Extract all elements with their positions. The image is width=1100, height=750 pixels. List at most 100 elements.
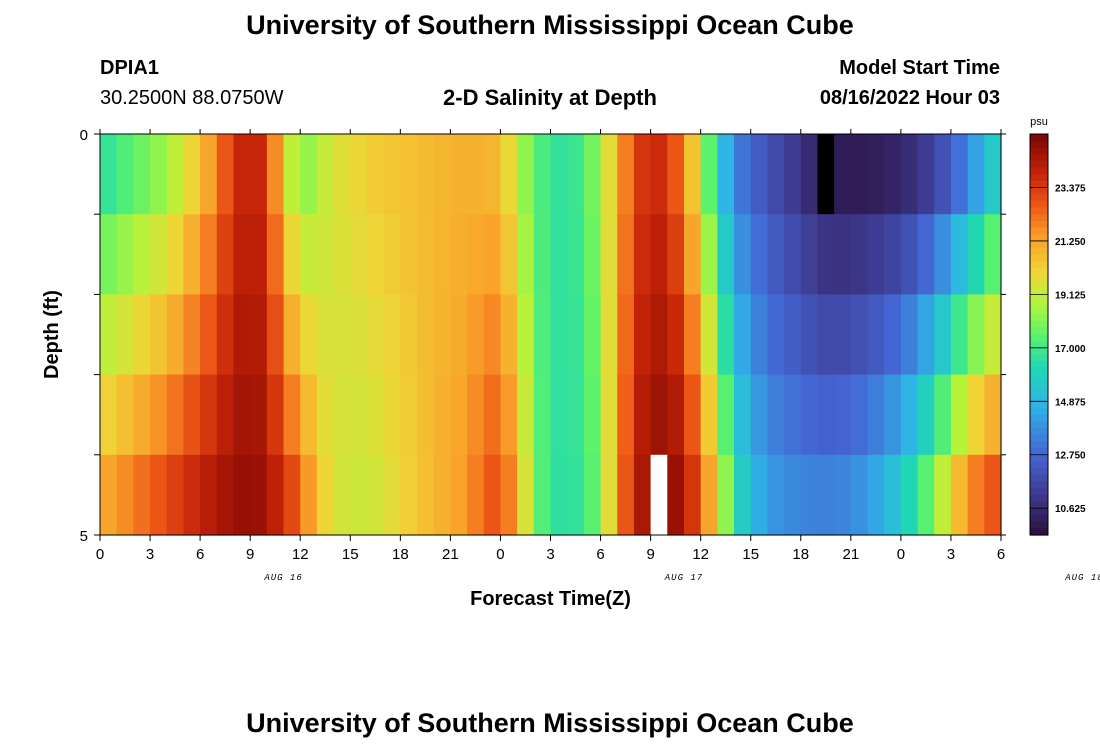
heatmap-cell [216,134,235,215]
colorbar-segment [1030,167,1048,175]
heatmap-cell [834,134,852,215]
heatmap-cell [700,374,718,456]
heatmap-cell [683,374,702,456]
heatmap-cell [183,214,201,295]
heatmap-cell [567,374,585,456]
heatmap-cell [600,454,618,536]
heatmap-cell [784,454,802,536]
heatmap-cell [784,134,802,215]
heatmap-cell [450,454,468,536]
heatmap-cell [383,214,401,295]
heatmap-cell [400,374,418,456]
heatmap-cell [333,294,351,376]
station-coords: 30.2500N 88.0750W [100,87,284,109]
model-start-value: 08/16/2022 Hour 03 [819,87,1000,109]
heatmap-cell [150,454,168,536]
heatmap-cell [617,454,635,536]
heatmap-cell [200,374,218,456]
colorbar-segment [1030,160,1048,169]
heatmap-cell [850,454,869,536]
colorbar-segment [1030,374,1048,382]
heatmap-cell [333,214,351,295]
heatmap-cell [166,294,185,376]
heatmap-cell [850,294,869,376]
heatmap-cell [133,454,151,536]
colorbar-segment [1030,421,1048,429]
colorbar-segment [1030,174,1048,182]
heatmap-cell [300,214,318,295]
colorbar-segment [1030,514,1048,523]
heatmap-cell [617,294,635,376]
colorbar-unit: psu [1030,116,1048,128]
heatmap-cell [567,214,585,295]
colorbar-segment [1030,488,1048,496]
heatmap-cell [266,454,285,536]
colorbar-segment [1030,260,1048,269]
heatmap-cell [884,214,902,295]
station-id: DPIA1 [100,57,159,79]
colorbar-segment [1030,281,1048,289]
heatmap-cell [633,214,652,295]
heatmap-cell [650,134,668,215]
heatmap-cell [200,214,218,295]
x-tick-label: 15 [342,546,359,563]
heatmap-cell [850,134,869,215]
heatmap-cell [800,134,819,215]
x-axis-label: Forecast Time(Z) [470,588,631,610]
heatmap-cell [100,454,118,536]
heatmap-cell [216,374,235,456]
heatmap-cell [266,134,285,215]
heatmap-cell [383,134,401,215]
heatmap-cell [734,134,752,215]
x-tick-label: 6 [596,546,604,563]
colorbar-segment [1030,227,1048,235]
heatmap-cell [934,454,952,536]
heatmap-cell [350,214,368,295]
heatmap-cell [567,134,585,215]
heatmap-cell [867,214,885,295]
colorbar-segment [1030,494,1048,503]
heatmap-cell [967,134,985,215]
y-tick-label: 0 [80,127,88,144]
heatmap-cell [517,454,535,536]
heatmap-cell [617,214,635,295]
heatmap-cell [316,294,335,376]
heatmap-cell [950,294,969,376]
heatmap-cell [650,294,668,376]
heatmap-cell [250,134,268,215]
heatmap-cell [750,454,769,536]
heatmap-cell [450,374,468,456]
heatmap-cell [784,214,802,295]
heatmap-cell [433,134,451,215]
x-tick-label: 12 [292,546,309,563]
heatmap-cell [934,214,952,295]
y-axis-label: Depth (ft) [41,290,63,379]
colorbar-segment [1030,287,1048,295]
heatmap-cell [834,454,852,536]
heatmap-cell [984,134,1002,215]
colorbar-tick-label: 19.125 [1055,290,1086,301]
figure-title: University of Southern Mississippi Ocean… [246,10,854,40]
colorbar-segment [1030,301,1048,309]
x-tick-label: 0 [897,546,905,563]
colorbar-segment [1030,240,1048,249]
heatmap-cell [400,454,418,536]
heatmap-cell [517,214,535,295]
heatmap-cell [116,134,134,215]
heatmap-cell [600,134,618,215]
colorbar-segment [1030,274,1048,282]
heatmap-cell [617,134,635,215]
colorbar-segment [1030,327,1048,336]
heatmap-cell [283,374,301,456]
colorbar-segment [1030,448,1048,456]
heatmap-cell [150,134,168,215]
heatmap-cell [867,294,885,376]
heatmap-cell [967,374,985,456]
heatmap-cell [633,374,652,456]
heatmap-cell [984,294,1002,376]
heatmap-cell [550,294,568,376]
heatmap-cell [166,134,185,215]
heatmap-cell [550,214,568,295]
heatmap-cell [667,454,685,536]
heatmap-cell [250,454,268,536]
